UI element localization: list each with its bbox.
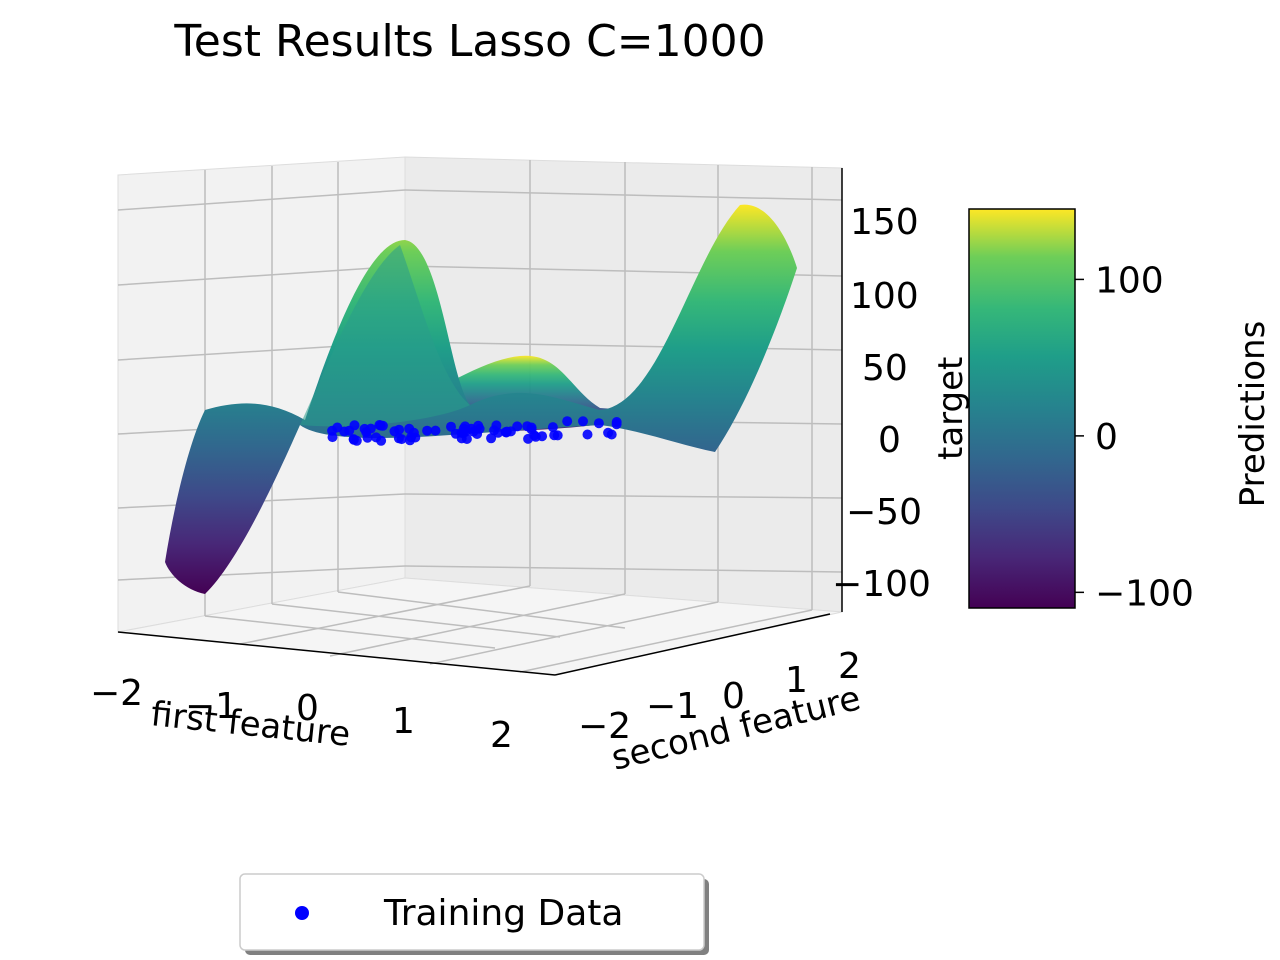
training-data-point — [374, 420, 385, 430]
training-data-point — [371, 432, 382, 443]
training-data-point — [547, 422, 558, 433]
y-tick-labels: −2 −1 0 1 2 — [578, 646, 861, 747]
training-data-point — [430, 425, 441, 436]
training-data-point — [408, 427, 419, 438]
training-data-point — [491, 420, 502, 431]
x-tick-label: −2 — [90, 673, 143, 714]
training-data-point — [362, 432, 373, 443]
training-data-point — [327, 432, 338, 443]
training-data-point — [523, 433, 534, 444]
training-data-point — [578, 416, 588, 427]
colorbar-tick-label: −100 — [1095, 573, 1194, 614]
z-tick-labels: 150 100 50 0 −50 −100 — [832, 202, 931, 605]
y-axis-line — [554, 613, 831, 676]
z-tick-label: 50 — [862, 348, 908, 389]
training-data-point — [486, 433, 497, 444]
x-tick-label: 1 — [392, 701, 415, 742]
surface-front-ridge — [300, 245, 470, 427]
legend-box — [239, 873, 705, 951]
z-tick-label: 100 — [850, 276, 919, 317]
training-data-point — [562, 416, 573, 427]
x-tick-labels: −2 −1 0 1 2 — [90, 673, 513, 756]
training-data-point — [365, 423, 376, 434]
colorbar: −100 0 100 Predictions — [968, 208, 1273, 614]
legend-label: Training Data — [383, 893, 623, 934]
training-data-point — [422, 425, 433, 436]
x-tick-label: 0 — [296, 688, 319, 729]
training-data-point — [405, 435, 415, 446]
colorbar-ticks: −100 0 100 — [1075, 260, 1194, 614]
training-data-point — [512, 421, 523, 432]
z-tick-label: −100 — [832, 564, 931, 605]
training-data-point — [446, 421, 456, 432]
training-data-point — [461, 434, 472, 444]
y-tick-label: 1 — [785, 660, 808, 701]
chart-title: Test Results Lasso C=1000 — [173, 16, 765, 67]
y-tick-label: 0 — [722, 676, 745, 717]
x-axis-line — [117, 631, 556, 676]
training-data-point — [394, 424, 405, 435]
y-tick-label: 2 — [838, 646, 861, 687]
z-axis-label: target — [931, 357, 971, 460]
training-data-point — [332, 422, 343, 433]
x-tick-label: −1 — [185, 686, 238, 727]
x-tick-label: 2 — [490, 715, 513, 756]
prediction-surface — [165, 204, 797, 594]
training-data-point — [603, 427, 614, 438]
x-axis-label: first feature — [149, 694, 352, 755]
z-tick-label: −50 — [846, 492, 922, 533]
y-tick-label: −1 — [646, 686, 699, 727]
colorbar-tick-label: 100 — [1095, 260, 1164, 301]
training-data-point — [549, 430, 560, 441]
training-data-point — [351, 435, 362, 446]
legend: Training Data — [239, 873, 709, 955]
training-data-point — [593, 418, 604, 429]
training-data-point — [344, 425, 355, 436]
surface-main — [165, 204, 797, 594]
y-tick-label: −2 — [578, 706, 631, 747]
training-data-point — [501, 427, 512, 438]
training-data-point — [468, 426, 479, 437]
legend-marker — [295, 906, 309, 920]
training-data-point — [611, 419, 622, 430]
colorbar-label: Predictions — [1233, 321, 1273, 508]
training-data-point — [582, 429, 593, 440]
colorbar-gradient — [968, 208, 1076, 609]
z-tick-label: 150 — [850, 202, 919, 243]
training-data-point — [393, 433, 404, 444]
colorbar-tick-label: 0 — [1095, 417, 1118, 458]
z-tick-label: 0 — [878, 420, 901, 461]
training-data-point — [537, 431, 548, 442]
training-data-points — [327, 416, 622, 446]
